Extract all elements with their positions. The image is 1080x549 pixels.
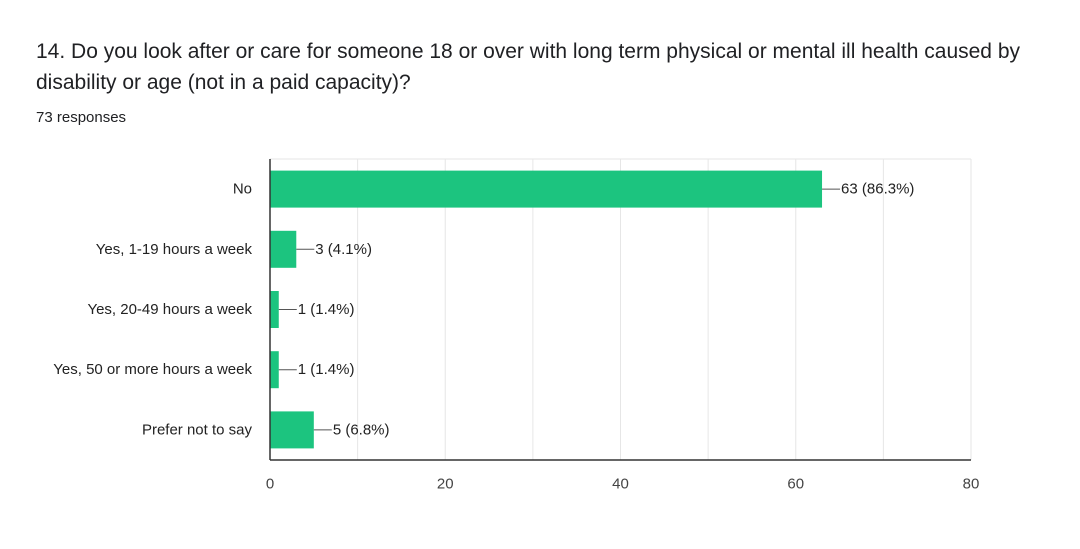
x-tick-label: 0 [266,476,274,493]
value-label: 1 (1.4%) [298,301,355,318]
x-tick-label: 20 [437,476,454,493]
x-tick-label: 80 [963,476,980,493]
value-label: 5 (6.8%) [333,421,390,438]
category-label: Yes, 1-19 hours a week [96,241,253,258]
value-label: 1 (1.4%) [298,361,355,378]
bar [270,411,314,449]
category-label: No [233,181,252,198]
bar [270,230,297,268]
category-label: Yes, 50 or more hours a week [53,361,252,378]
axes [269,159,971,461]
value-label: 63 (86.3%) [841,181,914,198]
value-label: 3 (4.1%) [315,241,372,258]
grid-lines [270,158,972,460]
bar [270,291,279,328]
category-label: Prefer not to say [142,421,253,438]
bar [270,170,823,208]
category-label: Yes, 20-49 hours a week [87,301,252,318]
question-title: 14. Do you look after or care for someon… [36,40,1020,94]
response-count: 73 responses [36,109,127,126]
labels: No 63 (86.3%) Yes, 1-19 hours a week 3 (4.1… [53,181,979,493]
x-tick-label: 60 [787,476,804,493]
bars [270,170,823,449]
bar [270,351,279,389]
x-tick-label: 40 [612,476,629,493]
